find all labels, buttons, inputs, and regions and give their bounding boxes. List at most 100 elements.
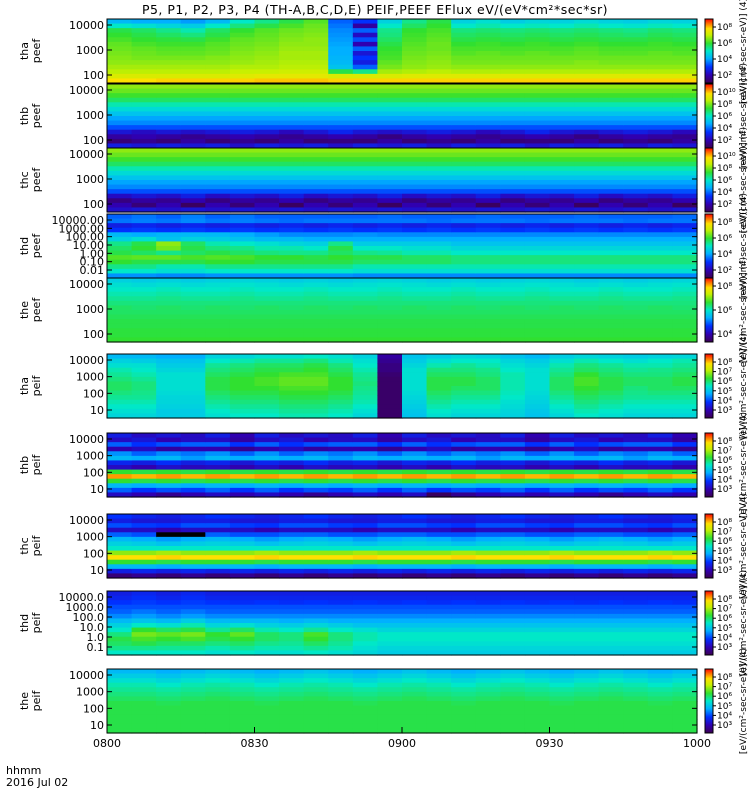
cell-thd_peef-13-0	[426, 214, 452, 220]
cell-the_peef-0-11	[107, 328, 133, 334]
cell-thb_peef-4-6	[205, 111, 231, 117]
cell-the_peef-13-11	[426, 328, 452, 334]
cell-thc_peef-1-6	[131, 175, 157, 181]
cell-the_peef-18-10	[549, 323, 575, 329]
cell-thc_peif-2-9	[156, 555, 182, 561]
cell-the_peef-13-9	[426, 319, 452, 325]
ytick-label-thd_peif-1: 1000.0	[66, 601, 105, 614]
cell-the_peif-15-7	[475, 701, 501, 707]
cell-tha_peef-13-4	[426, 37, 452, 43]
cell-thd_peif-4-5	[205, 613, 231, 620]
cell-thc_peef-5-8	[229, 184, 256, 190]
cell-thd_peef-0-3	[107, 227, 133, 233]
cell-thd_peef-22-8	[647, 250, 674, 256]
cell-the_peef-3-5	[180, 300, 206, 307]
cell-thd_peif-5-11	[229, 641, 256, 647]
cell-thb_peef-23-1	[672, 88, 698, 94]
cell-the_peif-13-2	[426, 678, 452, 684]
cell-thd_peif-6-7	[254, 623, 280, 629]
cell-thc_peef-1-3	[131, 161, 157, 167]
cell-the_peef-1-5	[131, 300, 157, 307]
cell-thc_peef-20-7	[598, 180, 624, 186]
cell-the_peif-9-1	[328, 673, 354, 679]
cell-the_peif-12-2	[402, 678, 428, 684]
cell-thc_peef-19-7	[574, 180, 600, 186]
cell-thc_peef-20-8	[598, 184, 624, 190]
cell-tha_peef-12-6	[402, 46, 428, 52]
cell-thd_peef-7-9	[279, 255, 305, 261]
cell-the_peef-3-3	[180, 291, 206, 297]
cell-tha_peif-22-12	[647, 408, 674, 415]
cell-the_peef-5-11	[229, 328, 256, 334]
cell-thc_peef-7-0	[279, 148, 305, 154]
cell-tha_peif-21-6	[623, 381, 649, 387]
cell-thb_peef-2-0	[156, 84, 182, 90]
cell-thd_peif-15-1	[475, 595, 501, 601]
cell-thd_peef-8-2	[303, 223, 329, 229]
cell-thd_peef-16-8	[500, 250, 526, 256]
cell-thb_peef-10-10	[352, 129, 379, 135]
cell-thd_peif-4-12	[205, 645, 231, 652]
cell-thb_peef-1-10	[131, 129, 157, 135]
cell-the_peef-10-8	[352, 314, 379, 320]
cell-thd_peif-14-4	[451, 609, 477, 615]
cell-tha_peef-11-1	[377, 23, 403, 29]
cell-thb_peef-17-8	[524, 120, 551, 126]
cell-thd_peif-17-2	[524, 600, 551, 606]
cell-tha_peif-15-5	[475, 376, 501, 383]
cell-thb_peef-5-6	[229, 111, 256, 117]
cell-thd_peef-8-3	[303, 227, 329, 233]
cell-the_peif-4-9	[205, 710, 231, 716]
cell-tha_peef-16-3	[500, 32, 526, 38]
cell-the_peif-4-3	[205, 682, 231, 688]
cell-tha_peef-6-6	[254, 46, 280, 52]
cell-tha_peef-17-0	[524, 19, 551, 25]
cell-tha_peef-9-4	[328, 37, 354, 43]
cell-thb_peef-5-12	[229, 138, 256, 145]
cell-thc_peif-7-2	[279, 523, 305, 529]
cell-thd_peif-16-6	[500, 618, 526, 624]
cell-the_peif-7-13	[279, 728, 305, 734]
cell-the_peif-12-9	[402, 710, 428, 716]
cell-thb_peef-8-3	[303, 97, 329, 103]
cell-thc_peef-7-3	[279, 161, 305, 167]
cell-thc_peef-16-2	[500, 157, 526, 163]
panel-label-probe-thd_peif: thd	[18, 614, 31, 632]
cell-tha_peif-4-5	[205, 376, 231, 383]
cell-thb_peef-14-1	[451, 88, 477, 94]
cell-the_peif-6-11	[254, 719, 280, 725]
cell-thb_peif-20-4	[598, 451, 624, 457]
cell-tha_peif-6-9	[254, 395, 280, 401]
cell-tha_peef-12-11	[402, 69, 428, 75]
cell-the_peif-16-6	[500, 696, 526, 702]
cell-thc_peif-0-1	[107, 518, 133, 524]
cell-tha_peif-12-10	[402, 399, 428, 405]
cell-thd_peif-12-3	[402, 604, 428, 610]
cell-thc_peef-20-6	[598, 175, 624, 181]
cell-thb_peif-19-5	[574, 455, 600, 462]
cell-thb_peif-0-10	[107, 478, 133, 484]
cell-the_peef-19-9	[574, 319, 600, 325]
cell-thc_peif-20-1	[598, 518, 624, 524]
cell-thc_peef-22-4	[647, 166, 674, 172]
cell-thb_peef-19-5	[574, 106, 600, 113]
cell-the_peif-14-2	[451, 678, 477, 684]
cell-thc_peif-5-10	[229, 559, 256, 565]
cell-thd_peif-8-9	[303, 632, 329, 638]
cell-tha_peif-13-7	[426, 386, 452, 392]
cell-thd_peif-11-11	[377, 641, 403, 647]
cell-thc_peef-9-10	[328, 193, 354, 199]
cell-tha_peif-23-12	[672, 408, 698, 415]
cell-thd_peef-11-6	[377, 241, 403, 247]
cell-tha_peif-21-9	[623, 395, 649, 401]
cell-the_peif-3-12	[180, 723, 206, 730]
cell-the_peef-4-12	[205, 332, 231, 339]
cell-thc_peef-20-5	[598, 170, 624, 177]
cell-thc_peef-18-0	[549, 148, 575, 154]
cell-thb_peif-8-3	[303, 446, 329, 452]
cell-thd_peef-1-3	[131, 227, 157, 233]
cell-thd_peef-2-5	[156, 236, 182, 243]
cell-thb_peef-1-5	[131, 106, 157, 113]
cell-thd_peif-17-11	[524, 641, 551, 647]
cell-tha_peif-9-8	[328, 390, 354, 396]
